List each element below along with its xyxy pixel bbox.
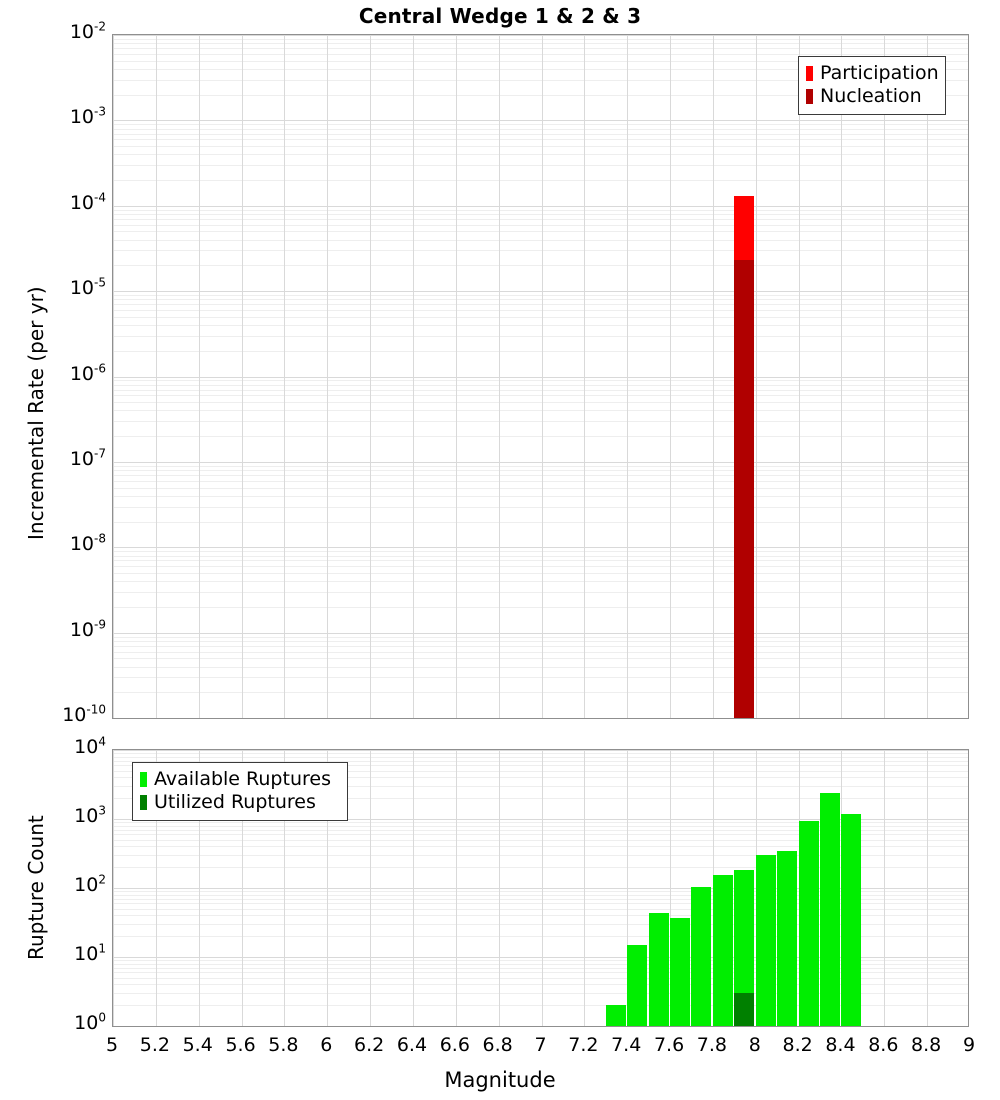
legend-label: Participation <box>820 64 939 83</box>
gridline-vertical <box>542 750 543 1026</box>
bar-available-ruptures <box>691 887 711 1026</box>
bar-nucleation <box>734 260 754 718</box>
bar-available-ruptures <box>820 793 840 1026</box>
legend-item: Participation <box>806 62 937 85</box>
y-tick-label: 10-6 <box>70 365 106 384</box>
y-tick-label: 10-5 <box>70 279 106 298</box>
gridline-vertical <box>456 35 457 718</box>
ruptures-legend: Available Ruptures Utilized Ruptures <box>132 762 348 821</box>
bottom-panel-y-axis-label: Rupture Count <box>24 815 48 960</box>
gridline-vertical <box>841 35 842 718</box>
bar-available-ruptures <box>670 918 690 1026</box>
y-tick-label: 10-7 <box>70 450 106 469</box>
y-tick-label: 10-10 <box>62 706 106 725</box>
gridline-vertical <box>242 35 243 718</box>
bar-available-ruptures <box>756 855 776 1026</box>
x-tick-label: 9 <box>939 1036 999 1055</box>
bar-available-ruptures <box>777 851 797 1026</box>
incremental-rate-panel <box>112 34 969 719</box>
legend-swatch-icon <box>806 89 813 104</box>
gridline-vertical <box>456 750 457 1026</box>
bar-available-ruptures <box>713 875 733 1026</box>
gridline-vertical <box>370 750 371 1026</box>
gridline-vertical <box>499 35 500 718</box>
gridline-vertical <box>327 35 328 718</box>
y-tick-label: 102 <box>74 876 106 895</box>
legend-item: Available Ruptures <box>140 768 339 791</box>
gridline-vertical <box>627 35 628 718</box>
y-tick-label: 10-2 <box>70 23 106 42</box>
gridline-vertical <box>284 35 285 718</box>
bar-available-ruptures <box>841 814 861 1026</box>
x-axis-label: Magnitude <box>0 1068 1000 1092</box>
gridline-vertical <box>670 35 671 718</box>
y-tick-label: 104 <box>74 738 106 757</box>
y-tick-label: 101 <box>74 945 106 964</box>
legend-label: Available Ruptures <box>154 770 331 789</box>
gridline-vertical <box>413 750 414 1026</box>
gridline-horizontal <box>113 718 968 719</box>
gridline-vertical <box>927 750 928 1026</box>
y-tick-label: 10-4 <box>70 194 106 213</box>
gridline-vertical <box>584 35 585 718</box>
gridline-vertical <box>756 35 757 718</box>
bar-utilized-ruptures <box>734 993 754 1026</box>
page-title: Central Wedge 1 & 2 & 3 <box>0 4 1000 28</box>
top-panel-y-axis-label: Incremental Rate (per yr) <box>24 286 48 540</box>
bar-available-ruptures <box>627 945 647 1026</box>
y-tick-label: 100 <box>74 1014 106 1033</box>
gridline-vertical <box>542 35 543 718</box>
legend-swatch-icon <box>140 795 147 810</box>
gridline-vertical <box>113 35 114 718</box>
legend-label: Utilized Ruptures <box>154 793 316 812</box>
legend-label: Nucleation <box>820 87 922 106</box>
y-tick-label: 10-3 <box>70 108 106 127</box>
incremental-rate-plot-area <box>113 35 968 718</box>
legend-swatch-icon <box>806 66 813 81</box>
gridline-vertical <box>199 35 200 718</box>
legend-swatch-icon <box>140 772 147 787</box>
gridline-vertical <box>884 750 885 1026</box>
gridline-vertical <box>113 750 114 1026</box>
gridline-vertical <box>584 750 585 1026</box>
legend-item: Utilized Ruptures <box>140 791 339 814</box>
gridline-vertical <box>884 35 885 718</box>
gridline-vertical <box>370 35 371 718</box>
bar-available-ruptures <box>799 821 819 1026</box>
gridline-vertical <box>156 35 157 718</box>
y-tick-label: 103 <box>74 807 106 826</box>
gridline-vertical <box>927 35 928 718</box>
gridline-vertical <box>499 750 500 1026</box>
participation-nucleation-legend: Participation Nucleation <box>798 56 946 115</box>
legend-item: Nucleation <box>806 85 937 108</box>
bar-available-ruptures <box>606 1005 626 1026</box>
bar-available-ruptures <box>649 913 669 1026</box>
gridline-vertical <box>799 35 800 718</box>
gridline-vertical <box>713 35 714 718</box>
y-tick-label: 10-8 <box>70 535 106 554</box>
y-tick-label: 10-9 <box>70 621 106 640</box>
gridline-vertical <box>413 35 414 718</box>
gridline-horizontal <box>113 1026 968 1027</box>
chart-root: Central Wedge 1 & 2 & 3 Incremental Rate… <box>0 0 1000 1100</box>
